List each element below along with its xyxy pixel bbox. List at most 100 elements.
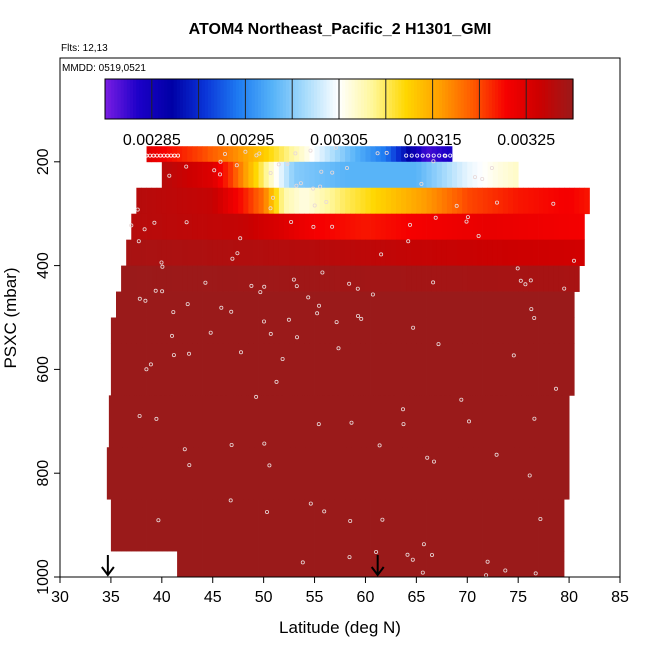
heatmap-cell	[243, 161, 249, 189]
observation-point	[347, 281, 352, 286]
observation-point	[184, 164, 189, 169]
heatmap-cell	[294, 265, 300, 292]
colorbar-cell	[441, 79, 446, 119]
heatmap-cell	[309, 499, 315, 552]
x-tick-label: 50	[255, 589, 273, 606]
heatmap-cell	[558, 265, 565, 292]
heatmap-cell	[273, 161, 280, 189]
heatmap-cell	[126, 499, 132, 552]
colorbar-cell	[270, 79, 275, 119]
heatmap-cell	[396, 291, 402, 318]
heatmap-cell	[195, 395, 201, 448]
heatmap-cell	[217, 213, 224, 241]
colorbar-cell	[133, 79, 137, 119]
observation-point	[454, 203, 459, 208]
heatmap-cell	[243, 146, 249, 163]
heatmap-cell	[167, 447, 174, 500]
heatmap-cell	[508, 239, 514, 266]
colorbar-cell	[223, 79, 228, 119]
colorbar-cell	[413, 79, 418, 119]
heatmap-cell	[304, 551, 310, 578]
heatmap-cell	[528, 291, 534, 318]
heatmap-cell	[146, 317, 153, 344]
colorbar-cell	[251, 79, 256, 119]
heatmap-cell	[431, 317, 438, 344]
heatmap-cell	[345, 291, 351, 318]
heatmap-cell	[350, 213, 356, 241]
heatmap-cell	[523, 317, 529, 344]
heatmap-cell	[156, 239, 163, 266]
colorbar-tick-label: 0.00295	[216, 132, 274, 149]
heatmap-cell	[421, 499, 427, 552]
heatmap-cell	[309, 161, 315, 189]
heatmap-cell	[180, 395, 186, 448]
heatmap-cell	[564, 213, 570, 241]
heatmap-cell	[273, 239, 280, 266]
heatmap-cell	[173, 447, 179, 500]
observation-point	[459, 397, 464, 402]
colorbar-cell	[226, 79, 231, 119]
y-tick-label: 400	[35, 252, 52, 279]
colorbar-cell	[123, 79, 128, 119]
heatmap-cell	[365, 499, 371, 552]
observation-point	[409, 153, 414, 158]
heatmap-cell	[502, 499, 509, 552]
heatmap-cell	[543, 499, 550, 552]
heatmap-cell	[361, 447, 367, 500]
x-tick-label: 75	[509, 589, 527, 606]
heatmap-cell	[182, 146, 188, 163]
heatmap-cell	[350, 499, 356, 552]
heatmap-cell	[122, 447, 128, 500]
heatmap-cell	[477, 239, 483, 266]
observation-point	[167, 173, 172, 178]
heatmap-cell	[258, 187, 265, 215]
colorbar-cell	[541, 79, 546, 119]
colorbar-cell	[301, 79, 306, 119]
heatmap-cell	[370, 343, 377, 396]
heatmap-cell	[548, 291, 555, 318]
heatmap-cell	[202, 265, 209, 292]
heatmap-cell	[329, 551, 336, 578]
heatmap-cell	[360, 499, 366, 552]
heatmap-cell	[533, 317, 539, 344]
heatmap-cell	[411, 187, 417, 215]
colorbar-cell	[164, 79, 168, 119]
heatmap-cell	[164, 395, 171, 448]
heatmap-cell	[457, 317, 463, 344]
heatmap-cell	[146, 499, 153, 552]
heatmap-cell	[131, 265, 137, 292]
colorbar-cell	[154, 79, 159, 119]
heatmap-cell	[131, 291, 137, 318]
heatmap-cell	[396, 161, 402, 189]
heatmap-cell	[299, 146, 305, 163]
heatmap-cell	[380, 146, 387, 163]
colorbar-cell	[563, 79, 568, 119]
heatmap-cell	[426, 551, 433, 578]
heatmap-cell	[416, 239, 422, 266]
heatmap-cell	[197, 499, 203, 552]
observation-point	[267, 463, 272, 468]
heatmap-cell	[202, 213, 209, 241]
heatmap-cell	[533, 291, 539, 318]
heatmap-cell	[477, 161, 483, 189]
heatmap-cell	[273, 187, 280, 215]
heatmap-cell	[273, 213, 280, 241]
heatmap-cell	[334, 343, 341, 396]
heatmap-cell	[564, 265, 570, 292]
observation-point	[274, 379, 279, 384]
colorbar-cell	[232, 79, 237, 119]
heatmap-cell	[355, 343, 361, 396]
heatmap-cell	[553, 239, 560, 266]
heatmap-cell	[263, 213, 270, 241]
heatmap-cell	[416, 551, 422, 578]
heatmap-cell	[452, 187, 458, 215]
heatmap-cell	[335, 447, 342, 500]
heatmap-cell	[223, 447, 230, 500]
heatmap-cell	[233, 551, 239, 578]
heatmap-cell	[487, 499, 494, 552]
heatmap-cell	[243, 213, 249, 241]
x-tick-label: 85	[611, 589, 629, 606]
heatmap-cell	[396, 317, 402, 344]
heatmap-cell	[248, 213, 254, 241]
